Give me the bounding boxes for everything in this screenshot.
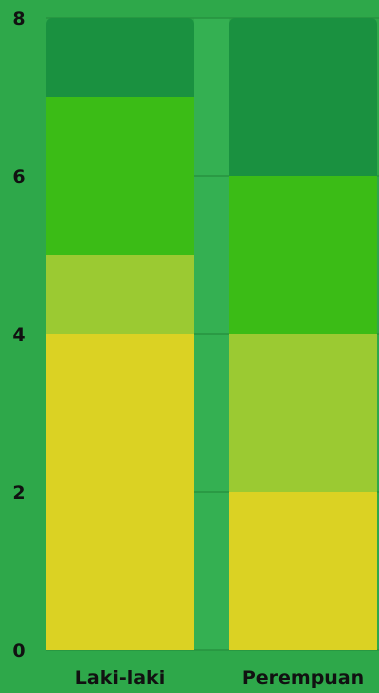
bar-stacks bbox=[46, 18, 377, 650]
bar-stack-1 bbox=[46, 18, 194, 650]
bar-segment-2-1 bbox=[229, 492, 377, 650]
y-tick-label: 0 bbox=[12, 640, 25, 662]
bar-segment-1-3 bbox=[46, 97, 194, 255]
x-category-label: Laki-laki bbox=[75, 667, 165, 689]
x-axis-categories: Laki-laki Perempuan bbox=[75, 667, 364, 689]
bar-segment-2-4 bbox=[229, 18, 377, 176]
y-tick-label: 6 bbox=[12, 166, 25, 188]
y-tick-label: 8 bbox=[12, 8, 25, 30]
bar-segment-1-2 bbox=[46, 255, 194, 334]
bar-segment-2-3 bbox=[229, 176, 377, 334]
bar-segment-1-1 bbox=[46, 334, 194, 650]
bar-stack-2 bbox=[229, 18, 377, 650]
y-tick-label: 2 bbox=[12, 482, 25, 504]
bar-segment-2-2 bbox=[229, 334, 377, 492]
bar-segment-1-4 bbox=[46, 18, 194, 97]
y-axis-ticks: 0 2 4 6 8 bbox=[12, 8, 25, 662]
y-tick-label: 4 bbox=[12, 324, 25, 346]
x-category-label: Perempuan bbox=[242, 667, 364, 689]
